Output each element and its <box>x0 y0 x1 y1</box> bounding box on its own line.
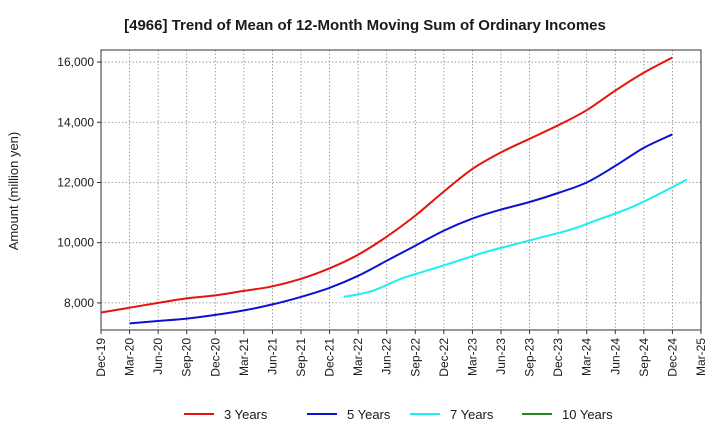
x-tick-label: Jun-24 <box>608 338 622 375</box>
x-tick-label: Sep-20 <box>180 338 194 377</box>
x-tick-label: Sep-22 <box>408 338 422 377</box>
y-tick-label: 10,000 <box>57 236 94 250</box>
plot-frame <box>100 49 702 331</box>
series-lines <box>100 56 688 325</box>
x-tick-label: Mar-21 <box>237 338 251 376</box>
x-tick-label: Sep-24 <box>637 338 651 377</box>
axes: Dec-19 Mar-20 Jun-20 Sep-20 Dec-20 Mar-21 Jun-… <box>57 49 708 377</box>
x-tick-label: Jun-22 <box>380 338 394 375</box>
series-line-3-years <box>100 56 673 314</box>
series-line-7-years <box>343 178 688 298</box>
x-tick-label: Mar-25 <box>694 338 708 376</box>
x-tick-label: Dec-23 <box>551 338 565 377</box>
x-tick-label: Mar-22 <box>351 338 365 376</box>
x-tick-label: Mar-23 <box>465 338 479 376</box>
x-tick-label: Dec-20 <box>208 338 222 377</box>
legend-label: 10 Years <box>562 407 613 422</box>
x-tick-label: Jun-21 <box>265 338 279 375</box>
y-tick-label: 8,000 <box>64 296 94 310</box>
x-tick-label: Dec-22 <box>437 338 451 377</box>
series-line-5-years <box>129 133 673 325</box>
x-tick-label: Sep-21 <box>294 338 308 377</box>
x-tick-label: Dec-21 <box>323 338 337 377</box>
legend: 3 Years 5 Years 7 Years 10 Years <box>184 407 613 422</box>
grid <box>101 50 701 330</box>
y-tick-label: 12,000 <box>57 175 94 189</box>
x-tick-label: Jun-23 <box>494 338 508 375</box>
legend-label: 3 Years <box>224 407 268 422</box>
x-tick-label: Dec-19 <box>94 338 108 377</box>
chart-title: [4966] Trend of Mean of 12-Month Moving … <box>124 17 606 34</box>
legend-label: 7 Years <box>450 407 494 422</box>
y-tick-label: 16,000 <box>57 55 94 69</box>
x-tick-label: Dec-24 <box>665 338 679 377</box>
legend-label: 5 Years <box>347 407 391 422</box>
x-tick-label: Mar-24 <box>580 338 594 376</box>
x-tick-label: Jun-20 <box>151 338 165 375</box>
x-tick-label: Mar-20 <box>123 338 137 376</box>
x-tick-label: Sep-23 <box>523 338 537 377</box>
y-axis-label: Amount (million yen) <box>6 132 21 251</box>
y-tick-label: 14,000 <box>57 115 94 129</box>
